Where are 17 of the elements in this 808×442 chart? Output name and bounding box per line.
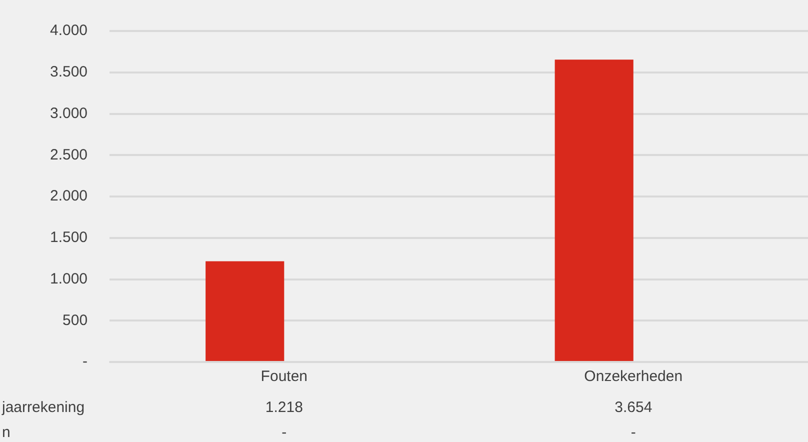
data-label: - <box>630 424 636 442</box>
y-tick-label: 500 <box>62 312 88 329</box>
data-label: 1.218 <box>265 399 303 416</box>
x-tick-label: Onzekerheden <box>584 368 683 386</box>
y-tick-label: 2.000 <box>50 188 88 205</box>
text: jaarrekening <box>1 399 85 416</box>
data-label: - <box>282 424 287 442</box>
text: n <box>2 424 10 442</box>
x-tick-label: Fouten <box>260 368 308 386</box>
y-tick-label: 4.000 <box>50 22 88 40</box>
y-tick-label: 3.000 <box>50 104 88 122</box>
data-label: 3.654 <box>614 399 652 416</box>
y-tick-label: 1.000 <box>50 270 88 288</box>
y-tick-label: 3.500 <box>50 64 88 81</box>
y-tick-label: - <box>82 353 88 370</box>
y-tick-label: 1.500 <box>50 229 88 246</box>
y-tick-label: 2.500 <box>50 146 88 164</box>
